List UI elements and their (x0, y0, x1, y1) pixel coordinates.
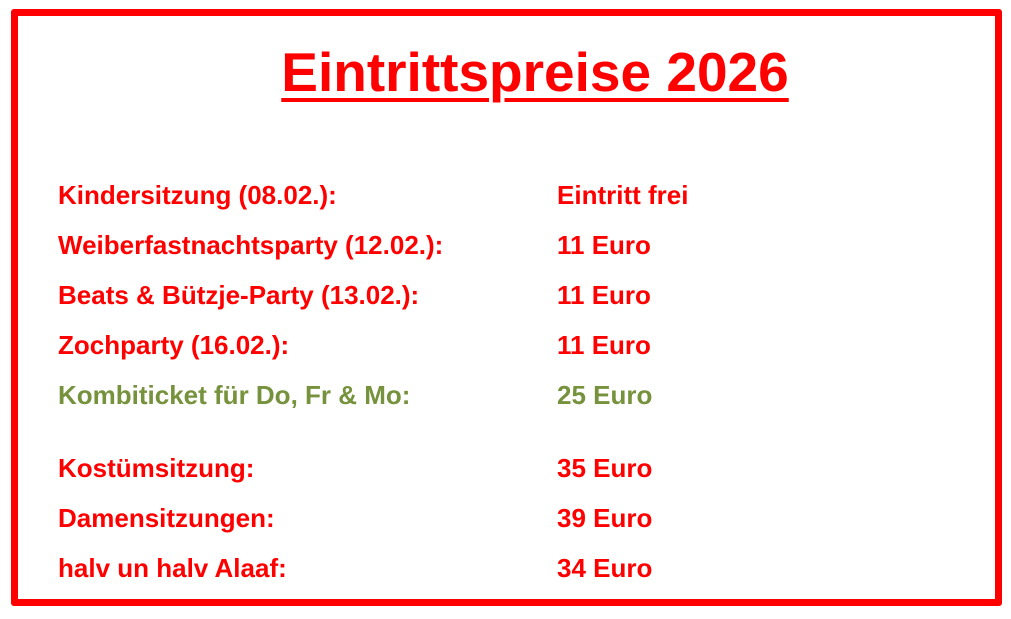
price-value: 11 Euro (557, 330, 651, 360)
price-value: 35 Euro (557, 453, 653, 483)
price-value: 11 Euro (557, 280, 651, 310)
price-value: 11 Euro (557, 230, 651, 260)
event-label: Weiberfastnachtsparty (12.02.): (58, 230, 444, 260)
event-label: Kombiticket für Do, Fr & Mo: (58, 380, 411, 410)
event-label: Damensitzungen: (58, 503, 275, 533)
red-border-frame (11, 9, 1002, 606)
event-label: Zochparty (16.02.): (58, 330, 290, 360)
event-label: Kostümsitzung: (58, 453, 255, 483)
event-label: Kindersitzung (08.02.): (58, 180, 337, 210)
event-label: Beats & Bützje-Party (13.02.): (58, 280, 420, 310)
page-title: Eintrittspreise 2026 (281, 41, 789, 103)
price-value: 34 Euro (557, 553, 653, 583)
price-value: 25 Euro (557, 380, 653, 410)
price-value: Eintritt frei (557, 180, 689, 210)
price-value: 39 Euro (557, 503, 653, 533)
event-label: halv un halv Alaaf: (58, 553, 287, 583)
